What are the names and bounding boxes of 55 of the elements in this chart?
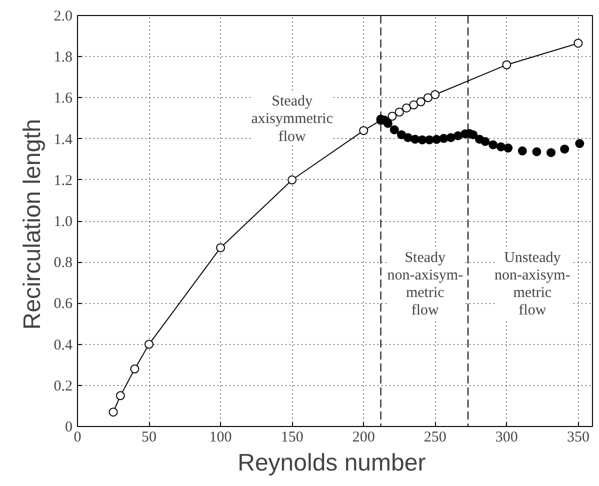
- y-tick-label: 1.6: [54, 90, 73, 107]
- x-axis-title: Reynolds number: [238, 450, 426, 476]
- y-axis-title: Recirculation length: [18, 118, 46, 330]
- point: [575, 139, 584, 148]
- point: [359, 126, 368, 136]
- point: [446, 133, 456, 142]
- point: [468, 130, 478, 140]
- y-tick-label: 1.8: [54, 50, 72, 66]
- point: [488, 140, 498, 150]
- annotation: Steady axisymmetric flow: [251, 94, 334, 145]
- x-tick-label: 100: [209, 430, 232, 446]
- x-tick-label: 300: [495, 430, 518, 446]
- y-tick-label: 0: [65, 420, 72, 436]
- y-tick-label: 0.6: [54, 296, 73, 312]
- point: [518, 146, 527, 156]
- point: [390, 125, 399, 134]
- point: [546, 148, 556, 158]
- annotation: Steady non-axisym- metric flow: [387, 250, 464, 319]
- point: [504, 144, 513, 153]
- x-tick-label: 250: [424, 430, 446, 446]
- x-tick-label: 350: [566, 430, 590, 446]
- point: [454, 131, 463, 140]
- point: [403, 133, 412, 142]
- point: [116, 391, 125, 400]
- annotation: Unsteady non-axisym- metric flow: [494, 250, 570, 319]
- point: [394, 108, 404, 117]
- point: [560, 144, 570, 154]
- point: [430, 90, 440, 100]
- y-tick-label: 0.8: [54, 255, 72, 272]
- point: [130, 364, 140, 374]
- point: [144, 340, 154, 349]
- point: [388, 112, 397, 121]
- y-tick-label: 0.2: [54, 378, 72, 394]
- point: [502, 60, 512, 70]
- point: [216, 243, 226, 252]
- point: [416, 97, 426, 106]
- y-tick-label: 0.4: [54, 337, 73, 354]
- point: [423, 93, 432, 102]
- y-tick-label: 1.2: [54, 172, 72, 189]
- y-tick-label: 2.0: [54, 8, 72, 24]
- point: [480, 136, 490, 146]
- x-tick-label: 200: [352, 430, 375, 446]
- point: [532, 147, 542, 156]
- point: [402, 103, 412, 112]
- point: [432, 134, 442, 144]
- point: [108, 408, 118, 417]
- y-tick-label: 1.0: [54, 214, 72, 230]
- y-tick-label: 1.4: [54, 132, 73, 148]
- point: [409, 100, 418, 110]
- x-tick-label: 50: [142, 430, 157, 446]
- x-tick-label: 150: [280, 430, 304, 446]
- point: [383, 118, 392, 128]
- point: [288, 175, 297, 184]
- point: [574, 38, 583, 48]
- point: [496, 142, 506, 152]
